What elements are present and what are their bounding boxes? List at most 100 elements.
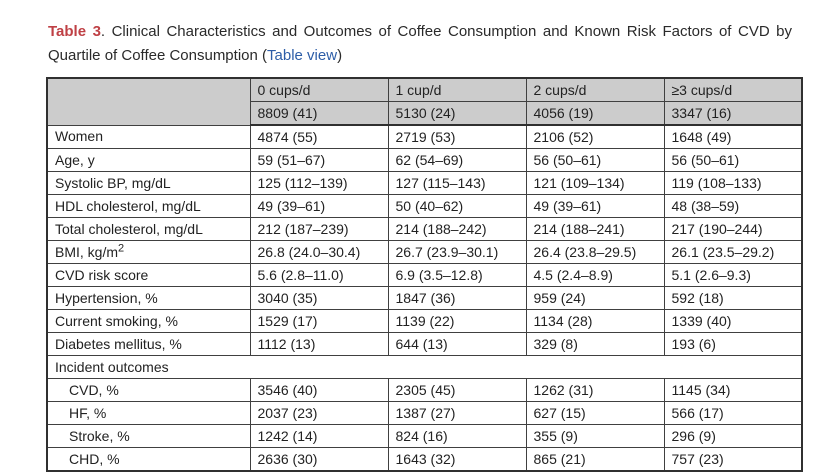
cell-value: 5.6 (2.8–11.0) — [249, 263, 389, 287]
clinical-characteristics-table: 0 cups/d 1 cup/d 2 cups/d ≥3 cups/d 8809… — [46, 77, 803, 472]
column-subheader-2-cups: 4056 (19) — [525, 101, 665, 126]
cell-value: 1643 (32) — [387, 447, 527, 472]
row-label: Total cholesterol, mg/dL — [46, 217, 251, 241]
table-row: HF, % 2037 (23) 1387 (27) 627 (15) 566 (17) — [46, 401, 803, 425]
table-row: CVD risk score 5.6 (2.8–11.0) 6.9 (3.5–12.… — [46, 263, 803, 287]
row-label: CVD, % — [46, 378, 251, 402]
row-label: HF, % — [46, 401, 251, 425]
cell-value: 4874 (55) — [249, 124, 389, 149]
table-row: Current smoking, % 1529 (17) 1139 (22) 1134… — [46, 309, 803, 333]
cell-value: 5.1 (2.6–9.3) — [663, 263, 803, 287]
cell-value: 26.4 (23.8–29.5) — [525, 240, 665, 264]
row-label: BMI, kg/m2 — [46, 240, 251, 264]
cell-value: 644 (13) — [387, 332, 527, 356]
cell-value: 566 (17) — [663, 401, 803, 425]
table-row: Age, y 59 (51–67) 62 (54–69) 56 (50–61) 56 (… — [46, 148, 803, 172]
cell-value: 50 (40–62) — [387, 194, 527, 218]
caption-table-number: Table 3 — [48, 23, 101, 40]
cell-value: 865 (21) — [525, 447, 665, 472]
cell-value: 2037 (23) — [249, 401, 389, 425]
table-row: CVD, % 3546 (40) 2305 (45) 1262 (31) 1145 (3… — [46, 378, 803, 402]
cell-value: 212 (187–239) — [249, 217, 389, 241]
cell-value: 214 (188–242) — [387, 217, 527, 241]
cell-value: 214 (188–241) — [525, 217, 665, 241]
cell-value: 62 (54–69) — [387, 148, 527, 172]
cell-value: 1648 (49) — [663, 124, 803, 149]
cell-value: 627 (15) — [525, 401, 665, 425]
cell-value: 49 (39–61) — [249, 194, 389, 218]
cell-value: 121 (109–134) — [525, 171, 665, 195]
cell-value: 2305 (45) — [387, 378, 527, 402]
cell-value: 296 (9) — [663, 424, 803, 448]
table-row: Diabetes mellitus, % 1112 (13) 644 (13) 329… — [46, 332, 803, 356]
section-label: Incident outcomes — [46, 355, 803, 379]
cell-value: 959 (24) — [525, 286, 665, 310]
table-row: BMI, kg/m2 26.8 (24.0–30.4) 26.7 (23.9–30.… — [46, 240, 803, 264]
cell-value: 217 (190–244) — [663, 217, 803, 241]
cell-value: 56 (50–61) — [525, 148, 665, 172]
cell-value: 3040 (35) — [249, 286, 389, 310]
row-label: Stroke, % — [46, 424, 251, 448]
stub-header-cell — [46, 77, 251, 126]
header-row-counts: 8809 (41) 5130 (24) 4056 (19) 3347 (16) — [47, 101, 803, 126]
table-row: CHD, % 2636 (30) 1643 (32) 865 (21) 757 (23) — [46, 447, 803, 472]
table-row: Systolic BP, mg/dL 125 (112–139) 127 (115–… — [46, 171, 803, 195]
cell-value: 824 (16) — [387, 424, 527, 448]
caption-paren-close: ) — [337, 47, 343, 64]
cell-value: 125 (112–139) — [249, 171, 389, 195]
cell-value: 59 (51–67) — [249, 148, 389, 172]
cell-value: 6.9 (3.5–12.8) — [387, 263, 527, 287]
row-label: Age, y — [46, 148, 251, 172]
cell-value: 757 (23) — [663, 447, 803, 472]
cell-value: 26.8 (24.0–30.4) — [249, 240, 389, 264]
cell-value: 56 (50–61) — [663, 148, 803, 172]
row-label: Hypertension, % — [46, 286, 251, 310]
column-subheader-1-cup: 5130 (24) — [387, 101, 527, 126]
table-row: Total cholesterol, mg/dL 212 (187–239) 214… — [46, 217, 803, 241]
row-label: Women — [46, 124, 251, 149]
cell-value: 26.1 (23.5–29.2) — [663, 240, 803, 264]
table-row: Hypertension, % 3040 (35) 1847 (36) 959 (24… — [46, 286, 803, 310]
table-row: Incident outcomes — [46, 355, 803, 379]
cell-value: 1262 (31) — [525, 378, 665, 402]
caption-paren-open: ( — [262, 47, 268, 64]
cell-value: 2719 (53) — [387, 124, 527, 149]
cell-value: 26.7 (23.9–30.1) — [387, 240, 527, 264]
table-row: HDL cholesterol, mg/dL 49 (39–61) 50 (40–6… — [46, 194, 803, 218]
column-header-2-cups: 2 cups/d — [525, 77, 665, 102]
header-row-quartiles: 0 cups/d 1 cup/d 2 cups/d ≥3 cups/d — [46, 77, 803, 126]
cell-value: 329 (8) — [525, 332, 665, 356]
row-label: CHD, % — [46, 447, 251, 472]
cell-value: 1339 (40) — [663, 309, 803, 333]
cell-value: 1242 (14) — [249, 424, 389, 448]
table-view-link[interactable]: Table view — [267, 47, 338, 64]
row-label: CVD risk score — [46, 263, 251, 287]
row-label: HDL cholesterol, mg/dL — [46, 194, 251, 218]
column-header-3plus-cups: ≥3 cups/d — [663, 77, 803, 102]
cell-value: 1112 (13) — [249, 332, 389, 356]
table-body: Women 4874 (55) 2719 (53) 2106 (52) 1648 (49… — [46, 124, 803, 472]
column-subheader-0-cups: 8809 (41) — [249, 101, 389, 126]
cell-value: 1134 (28) — [525, 309, 665, 333]
cell-value: 48 (38–59) — [663, 194, 803, 218]
cell-value: 193 (6) — [663, 332, 803, 356]
table-row: Women 4874 (55) 2719 (53) 2106 (52) 1648 (49… — [46, 124, 803, 149]
row-label: Systolic BP, mg/dL — [46, 171, 251, 195]
column-header-0-cups: 0 cups/d — [249, 77, 389, 102]
cell-value: 355 (9) — [525, 424, 665, 448]
cell-value: 1145 (34) — [663, 378, 803, 402]
cell-value: 2106 (52) — [525, 124, 665, 149]
row-label: Current smoking, % — [46, 309, 251, 333]
cell-value: 127 (115–143) — [387, 171, 527, 195]
cell-value: 4.5 (2.4–8.9) — [525, 263, 665, 287]
cell-value: 1847 (36) — [387, 286, 527, 310]
cell-value: 592 (18) — [663, 286, 803, 310]
cell-value: 2636 (30) — [249, 447, 389, 472]
table-caption: Table 3. Clinical Characteristics and Ou… — [0, 0, 792, 68]
column-header-1-cup: 1 cup/d — [387, 77, 527, 102]
cell-value: 3546 (40) — [249, 378, 389, 402]
row-label: Diabetes mellitus, % — [46, 332, 251, 356]
cell-value: 1139 (22) — [387, 309, 527, 333]
row-label-superscript: 2 — [118, 241, 125, 254]
